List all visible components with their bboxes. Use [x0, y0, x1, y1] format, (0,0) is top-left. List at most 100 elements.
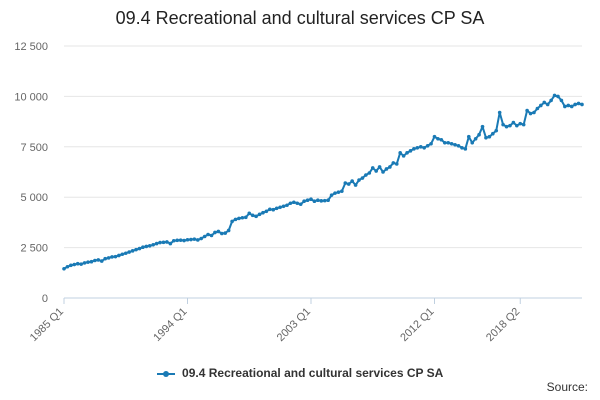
data-point [473, 136, 478, 141]
x-tick-labels: 1985 Q1 1994 Q1 2003 Q1 2012 Q1 2018 Q2 [28, 306, 523, 344]
data-point [69, 263, 73, 268]
data-point [261, 210, 265, 215]
data-point [552, 93, 557, 98]
x-tick-label: 2003 Q1 [275, 306, 313, 344]
data-point [240, 215, 245, 220]
data-point [487, 134, 492, 139]
data-point [127, 250, 131, 254]
data-point [515, 123, 519, 128]
data-point [340, 189, 344, 193]
data-point [497, 110, 502, 115]
data-point [418, 145, 423, 149]
data-point [158, 240, 162, 245]
data-point [329, 193, 334, 197]
legend-swatch [156, 369, 175, 379]
data-point [545, 102, 550, 107]
data-point [144, 244, 149, 249]
data-point [525, 108, 529, 113]
data-point [415, 146, 420, 150]
data-point [535, 106, 540, 111]
data-point [408, 149, 413, 153]
data-point [75, 261, 80, 266]
data-point [274, 206, 279, 211]
data-point [333, 191, 337, 195]
data-point [216, 229, 221, 234]
data-point [154, 241, 159, 246]
series-line [63, 94, 583, 270]
y-tick-label: 2 500 [20, 243, 48, 255]
data-point [484, 135, 488, 140]
data-point [268, 207, 272, 212]
data-point [171, 238, 176, 243]
data-point [326, 198, 330, 203]
legend-swatch-dot [162, 370, 169, 377]
data-point [257, 212, 262, 217]
data-point [65, 264, 70, 269]
gridlines [64, 45, 582, 249]
data-point [281, 204, 286, 209]
data-point [206, 232, 210, 237]
data-point [147, 243, 152, 248]
data-point [566, 103, 571, 108]
data-point [569, 104, 574, 109]
data-point [302, 199, 306, 204]
data-point [209, 233, 214, 238]
data-point [89, 259, 94, 264]
x-tick-label: 2012 Q1 [398, 306, 436, 344]
data-point [576, 101, 581, 106]
data-point [350, 179, 354, 183]
y-tick-label: 12 500 [14, 41, 48, 53]
data-point [182, 238, 186, 243]
data-point [202, 234, 207, 239]
data-point [178, 238, 183, 242]
data-point [86, 260, 90, 264]
data-point [113, 254, 118, 259]
data-point [377, 165, 382, 169]
data-point [370, 166, 375, 170]
data-point [141, 245, 145, 249]
data-point [322, 198, 327, 203]
data-point [542, 100, 547, 105]
data-point [151, 242, 155, 247]
data-point [292, 200, 296, 205]
data-point [460, 146, 464, 150]
data-point [353, 183, 358, 187]
chart-legend[interactable]: 09.4 Recreational and cultural services … [0, 366, 600, 380]
data-point [539, 103, 543, 108]
data-point [449, 141, 454, 146]
y-tick-label: 5 000 [20, 192, 48, 204]
x-tick-label: 2018 Q2 [484, 306, 522, 344]
data-point [175, 238, 180, 243]
data-point [357, 178, 361, 182]
data-point [117, 253, 121, 258]
x-tick-label: 1994 Q1 [151, 306, 189, 344]
data-point [189, 237, 193, 242]
data-point [412, 147, 416, 151]
y-tick-label: 7 500 [20, 142, 48, 154]
data-point [580, 102, 584, 107]
y-tick-labels: 0 2 500 5 000 7 500 10 000 12 500 [14, 41, 48, 305]
data-point [309, 197, 313, 202]
data-point [381, 170, 385, 174]
data-point [223, 231, 228, 235]
data-point [305, 198, 310, 203]
data-point [244, 215, 248, 220]
data-point [456, 143, 461, 148]
data-point [528, 111, 533, 116]
data-point [192, 237, 197, 241]
chart-title: 09.4 Recreational and cultural services … [115, 8, 485, 28]
data-point [165, 240, 169, 244]
data-point [123, 251, 128, 256]
data-point [405, 151, 409, 155]
axes [63, 297, 582, 304]
data-point [398, 151, 402, 155]
data-point [470, 140, 475, 145]
data-point [374, 169, 378, 173]
data-point [360, 176, 365, 180]
data-point [556, 94, 560, 99]
source-label: Source: [546, 380, 588, 394]
data-point [247, 211, 252, 216]
data-point [250, 213, 255, 218]
data-point [453, 142, 457, 147]
